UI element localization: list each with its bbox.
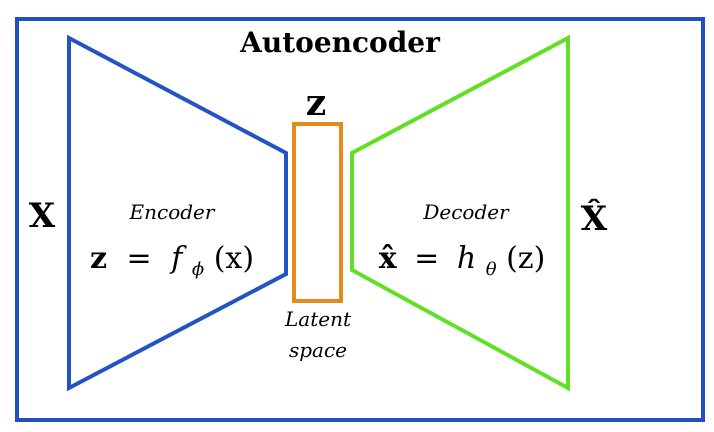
encoder-trapezoid	[67, 34, 288, 392]
decoder-formula-func: h	[457, 241, 476, 276]
decoder-formula-eq: =	[414, 241, 439, 276]
encoder-formula-sub: ϕ	[192, 259, 204, 280]
encoder-label: Encoder	[129, 200, 216, 224]
latent-space-caption-line2: space	[289, 338, 347, 362]
input-label: X	[29, 196, 56, 236]
outer-frame	[15, 17, 705, 422]
decoder-trapezoid	[350, 34, 570, 392]
encoder-formula-func: f	[169, 241, 187, 276]
decoder-formula-sub: θ	[486, 259, 497, 280]
latent-label: z	[306, 82, 326, 124]
output-label: X̂	[581, 198, 608, 239]
latent-box	[292, 122, 343, 303]
decoder-formula-arg: (z)	[506, 241, 545, 276]
decoder-label: Decoder	[422, 200, 510, 224]
latent-space-caption-line1: Latent	[284, 307, 352, 331]
decoder-formula: x̂ = h θ (z)	[379, 241, 546, 283]
decoder-formula-lhs: x̂	[379, 241, 398, 276]
encoder-formula: z = f ϕ (x)	[90, 241, 254, 283]
diagram-title: Autoencoder	[239, 26, 441, 59]
encoder-formula-eq: =	[127, 241, 152, 276]
encoder-formula-lhs: z	[90, 241, 107, 276]
encoder-formula-arg: (x)	[214, 241, 254, 276]
